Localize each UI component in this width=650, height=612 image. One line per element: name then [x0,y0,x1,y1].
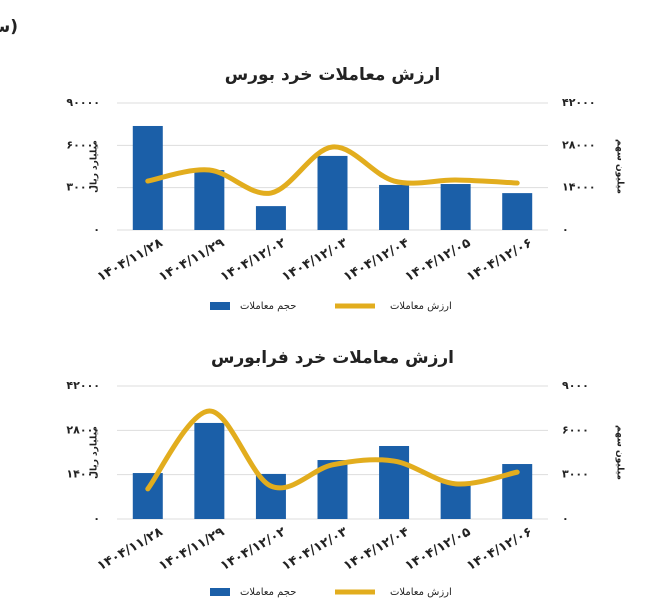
y2-tick-label: ۱۴۰۰۰ [562,181,596,194]
line [145,144,520,196]
y-tick-label: ۰ [93,512,100,525]
legend-label: ارزش معاملات [390,587,452,598]
y-tick-label: ۲۸۰۰۰ [66,423,100,436]
chart-title: ارزش معاملات خرد فرابورس [211,348,454,368]
bar [379,184,410,230]
y2-tick-label: ۳۰۰۰ [562,468,589,481]
y2-axis-label: میلیون سهم [615,425,625,480]
y-tick-label: ۰ [93,223,100,236]
bar [317,155,348,230]
y-axis-label: میلیارد ریال [90,426,100,479]
y2-tick-label: ۶۰۰۰ [562,423,589,436]
y2-tick-label: ۴۲۰۰۰ [562,96,596,109]
bar [502,193,533,230]
bar [440,482,471,519]
y2-tick-label: ۰ [562,512,569,525]
legend-label: حجم معاملات [240,301,296,312]
y-tick-label: ۴۲۰۰۰ [66,379,100,392]
line [145,408,520,492]
legend-label: حجم معاملات [240,587,296,598]
y2-tick-label: ۲۸۰۰۰ [562,138,596,151]
legend-swatch [210,588,230,596]
bar [255,473,286,519]
bar [132,473,163,519]
chart-title: ارزش معاملات خرد بورس [225,65,440,85]
y2-tick-label: ۹۰۰۰ [562,379,589,392]
bar [440,184,471,230]
y2-tick-label: ۰ [562,223,569,236]
legend-label: ارزش معاملات [390,301,452,312]
y2-axis-label: میلیون سهم [615,139,625,194]
bar [379,445,410,519]
bar [194,422,225,519]
bar [255,206,286,230]
header: (سهام + حق تقدم) [0,17,18,37]
bar [194,170,225,230]
y-tick-label: ۳۰۰۰۰ [66,181,100,194]
legend-swatch [210,302,230,310]
y-tick-label: ۹۰۰۰۰ [66,96,100,109]
y-tick-label: ۶۰۰۰۰ [66,138,100,151]
y-axis-label: میلیارد ریال [90,140,100,193]
y-tick-label: ۱۴۰۰۰ [66,468,100,481]
